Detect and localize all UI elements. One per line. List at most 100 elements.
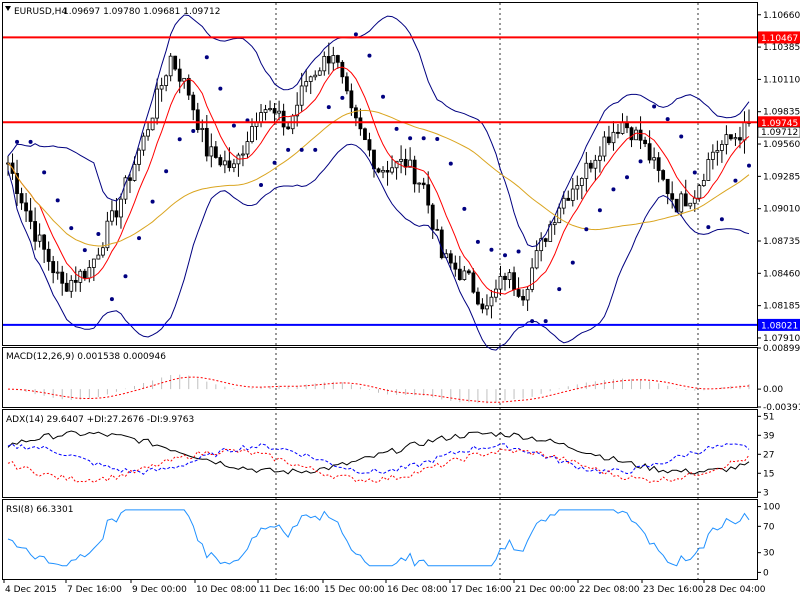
candle[interactable] [263,109,268,113]
candle[interactable] [245,141,250,155]
candle[interactable] [87,267,92,279]
candle[interactable] [73,279,78,283]
candle[interactable] [354,107,358,119]
candle[interactable] [114,210,119,218]
candle[interactable] [566,197,571,201]
candle[interactable] [706,159,711,181]
candle[interactable] [349,90,354,109]
rsi-panel[interactable] [2,499,758,580]
candle[interactable] [593,159,598,169]
candle[interactable] [55,271,60,274]
candle[interactable] [408,159,413,168]
candle[interactable] [588,162,593,169]
candle[interactable] [466,270,471,274]
candle[interactable] [602,136,607,157]
candle[interactable] [46,248,51,262]
candle[interactable] [462,270,467,280]
candle[interactable] [516,289,521,297]
candle[interactable] [607,136,611,144]
candle[interactable] [412,159,417,185]
candle[interactable] [539,238,544,252]
candle[interactable] [426,184,431,206]
candle[interactable] [64,282,69,292]
candle[interactable] [105,220,110,249]
candle[interactable] [204,127,209,157]
candle[interactable] [729,134,733,140]
candle[interactable] [137,149,141,165]
candle[interactable] [552,222,557,226]
candle[interactable] [241,153,245,156]
candle[interactable] [480,303,485,310]
candle[interactable] [15,173,19,194]
candle[interactable] [390,167,394,173]
candle[interactable] [629,127,634,141]
candle[interactable] [512,272,516,290]
candle[interactable] [697,185,702,199]
candle[interactable] [150,117,155,131]
candle[interactable] [272,108,277,114]
candle[interactable] [670,193,675,200]
candle[interactable] [417,182,422,185]
candle[interactable] [453,262,458,270]
candle[interactable] [421,182,426,186]
candle[interactable] [168,55,173,77]
candle[interactable] [213,146,218,158]
candle[interactable] [340,61,345,78]
candle[interactable] [119,198,123,218]
candle[interactable] [96,254,101,260]
candle[interactable] [485,305,489,310]
candle[interactable] [286,126,291,130]
candle[interactable] [498,275,503,290]
candle[interactable] [277,110,281,114]
candle[interactable] [575,185,580,190]
candle[interactable] [489,296,494,307]
candle[interactable] [403,158,408,168]
candle[interactable] [570,188,575,201]
candle[interactable] [322,56,327,72]
candle[interactable] [37,234,42,242]
candle[interactable] [19,193,24,204]
candle[interactable] [42,234,47,250]
candle[interactable] [715,150,720,153]
candle[interactable] [186,77,191,96]
candle[interactable] [200,127,205,131]
candle[interactable] [634,129,638,141]
candle[interactable] [268,108,272,111]
candle[interactable] [738,137,742,141]
candle[interactable] [177,68,182,82]
candle[interactable] [141,135,146,151]
candle[interactable] [652,157,657,161]
candle[interactable] [376,168,381,173]
candle[interactable] [218,157,223,166]
candle[interactable] [222,160,227,166]
price-axis[interactable]: 1.10660 1.10385 1.10110 1.09835 1.09560 1.092… [757,11,800,344]
candle[interactable] [656,157,661,171]
candle[interactable] [250,126,254,142]
candle[interactable] [259,112,263,123]
candle[interactable] [471,272,476,293]
candle[interactable] [209,146,214,157]
candle[interactable] [561,197,566,209]
candle[interactable] [435,228,440,231]
candle[interactable] [557,207,562,224]
candle[interactable] [69,279,74,292]
candle[interactable] [381,170,385,173]
candle[interactable] [24,202,28,212]
candle[interactable] [33,221,38,242]
candle[interactable] [742,121,747,141]
candle[interactable] [611,131,616,144]
candle[interactable] [638,129,643,141]
candle[interactable] [507,272,512,280]
candle[interactable] [701,180,706,187]
candle[interactable] [448,253,453,264]
candle[interactable] [710,151,715,160]
candle[interactable] [155,88,160,119]
candle[interactable] [521,296,525,301]
candle[interactable] [679,193,684,213]
candle[interactable] [665,178,670,195]
candle[interactable] [733,137,738,140]
candle[interactable] [28,210,33,222]
candle[interactable] [159,85,164,90]
candle[interactable] [647,143,652,161]
